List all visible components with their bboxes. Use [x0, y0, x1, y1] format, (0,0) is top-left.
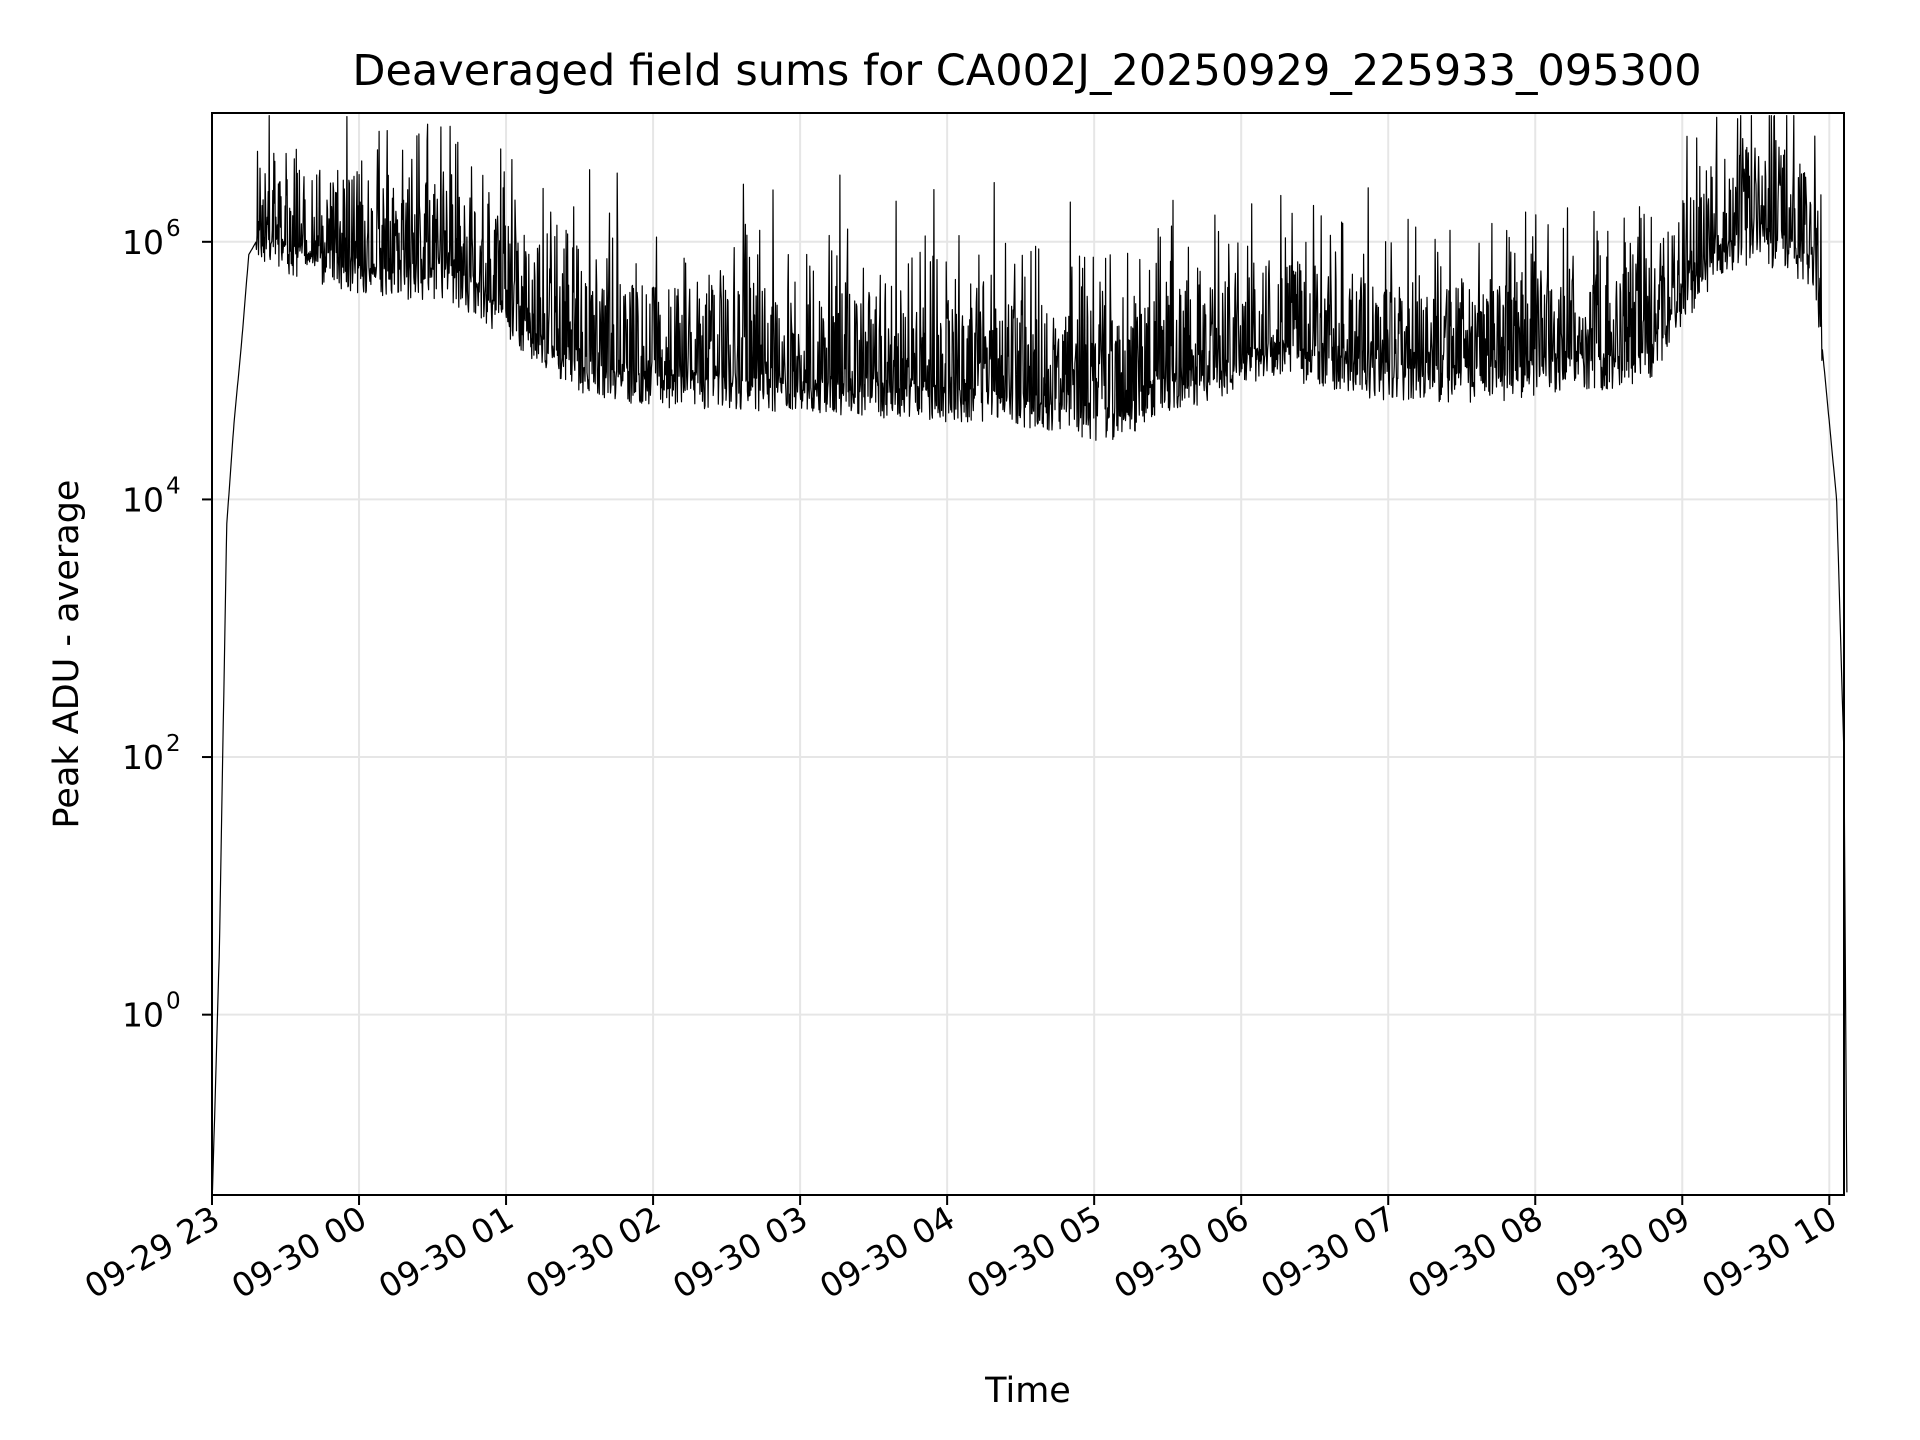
- chart-title: Deaveraged field sums for CA002J_2025092…: [352, 46, 1701, 96]
- x-tick-label: 09-30 09: [1548, 1198, 1696, 1306]
- x-axis-label: Time: [984, 1371, 1071, 1411]
- x-tick-label: 09-30 08: [1401, 1198, 1549, 1306]
- y-tick-exponent: 0: [166, 989, 181, 1015]
- series-line: [211, 115, 1848, 1193]
- x-axis: 09-29 23 09-30 00 09-30 01 09-30 02 09-30 03…: [78, 1195, 1843, 1306]
- y-tick-label: 10 2: [122, 731, 181, 777]
- y-tick-exponent: 4: [166, 473, 181, 499]
- y-axis-label: Peak ADU - average: [47, 480, 87, 829]
- series-layer: [211, 115, 1848, 1193]
- y-tick-base: 10: [122, 480, 164, 519]
- y-tick-base: 10: [122, 996, 164, 1035]
- x-tick-label: 09-30 00: [225, 1198, 373, 1306]
- x-tick-label: 09-30 03: [666, 1198, 814, 1306]
- x-tick-label: 09-30 07: [1254, 1198, 1402, 1306]
- x-tick-label: 09-30 05: [960, 1198, 1108, 1306]
- y-tick-base: 10: [122, 738, 164, 777]
- x-tick-label: 09-29 23: [78, 1198, 226, 1306]
- x-tick-label: 09-30 04: [813, 1198, 961, 1306]
- y-tick-label: 10 4: [122, 473, 181, 519]
- x-tick-label: 09-30 02: [519, 1198, 667, 1306]
- y-tick-label: 10 0: [122, 989, 181, 1035]
- x-tick-label: 09-30 01: [372, 1198, 520, 1306]
- x-tick-label: 09-30 10: [1695, 1198, 1843, 1306]
- y-tick-base: 10: [122, 223, 164, 262]
- x-tick-label: 09-30 06: [1107, 1198, 1255, 1306]
- y-tick-exponent: 6: [166, 216, 181, 242]
- y-tick-exponent: 2: [166, 731, 181, 757]
- plot-frame: [211, 112, 1845, 1196]
- y-tick-label: 10 6: [122, 216, 181, 262]
